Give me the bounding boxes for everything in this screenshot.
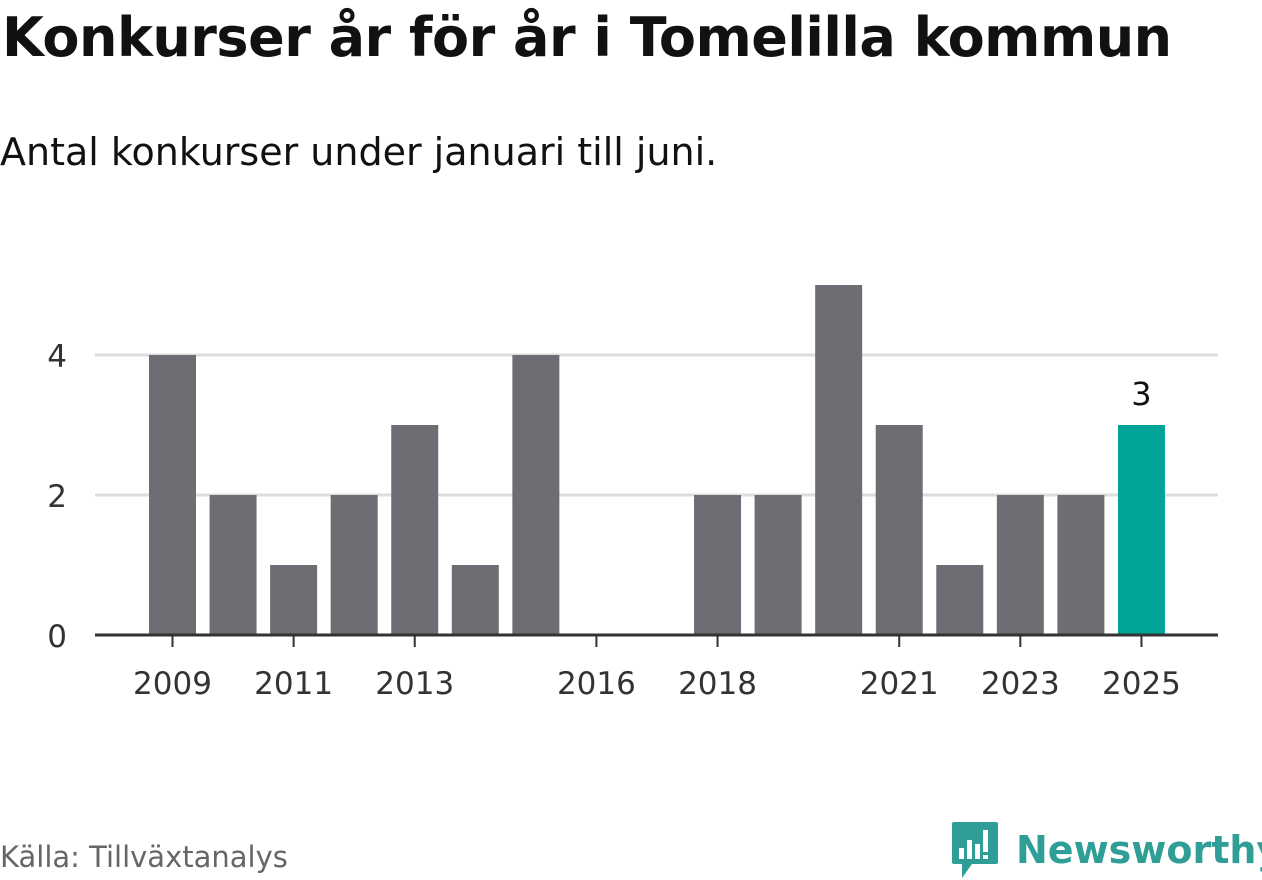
- y-tick-label: 0: [47, 619, 67, 655]
- bar-2019: [754, 495, 802, 635]
- bar-2009: [149, 355, 196, 635]
- x-tick-label: 2018: [678, 666, 757, 702]
- bars: [149, 285, 1165, 635]
- chart-subtitle: Antal konkurser under januari till juni.: [0, 130, 718, 174]
- bar-2020: [815, 285, 863, 635]
- bar-2013: [391, 425, 439, 635]
- bar-2022: [936, 565, 984, 635]
- chart-title: Konkurser år för år i Tomelilla kommun: [2, 6, 1172, 69]
- bar-2018: [694, 495, 742, 635]
- bar-2025: [1117, 425, 1165, 635]
- brand-logo: Newsworthy: [950, 820, 1262, 880]
- x-axis: 2009 2011 2013 2016 2018 2021 2023 2025: [95, 633, 1218, 702]
- x-tick-label: 2021: [860, 666, 939, 702]
- x-tick-label: 2013: [375, 666, 454, 702]
- brand-name: Newsworthy: [1016, 828, 1262, 872]
- gridlines: [95, 353, 1218, 497]
- data-label-2025: 3: [1131, 375, 1151, 413]
- x-tick-label: 2011: [254, 666, 333, 702]
- x-tick-label: 2025: [1102, 666, 1181, 702]
- bar-2015: [512, 355, 560, 635]
- bar-2010: [209, 495, 257, 635]
- bar-2024: [1057, 495, 1105, 635]
- x-tick-label: 2009: [133, 666, 212, 702]
- y-tick-label: 2: [47, 479, 67, 515]
- source-credit: Källa: Tillväxtanalys: [0, 840, 288, 874]
- bar-2012: [330, 495, 378, 635]
- y-axis-ticks: 0 2 4: [47, 339, 67, 655]
- bar-2011: [270, 565, 318, 635]
- x-tick-label: 2016: [557, 666, 636, 702]
- bar-chart-speech-bubble-icon: [952, 822, 998, 878]
- bar-2014: [451, 565, 499, 635]
- data-labels: 3: [1131, 375, 1151, 413]
- x-tick-label: 2023: [981, 666, 1060, 702]
- bar-2021: [875, 425, 923, 635]
- bar-chart: 0 2 4 2009 2011 2013 2016 2018 2021 2023 2025 3: [47, 285, 1218, 702]
- bar-2023: [996, 495, 1044, 635]
- y-tick-label: 4: [47, 339, 67, 375]
